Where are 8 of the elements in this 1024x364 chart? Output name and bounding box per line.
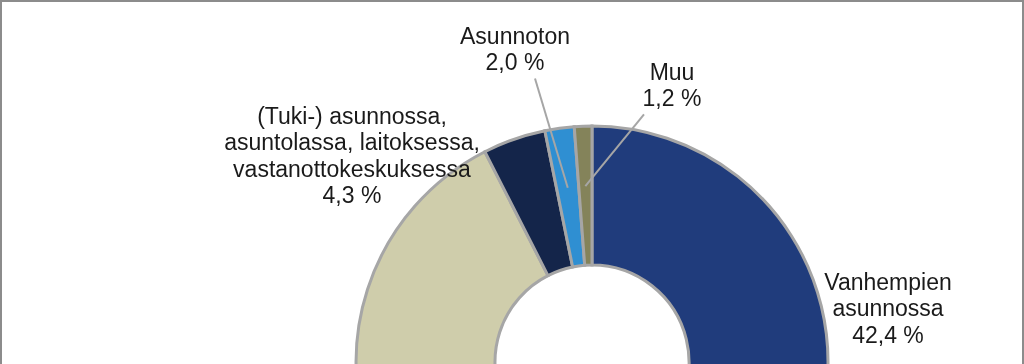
data-label: 1,2 % <box>642 85 702 112</box>
slice-label: Vanhempien asunnossa <box>824 269 952 322</box>
data-label: 4,3 % <box>322 182 382 209</box>
slice-label: Muu <box>649 59 695 85</box>
data-label: 42,4 % <box>852 321 924 348</box>
slice-label: Asunnoton <box>460 23 570 49</box>
slice-label: (Tuki-) asunnossa, asuntolassa, laitoksessa, vastanottokeskuksessa <box>224 103 480 182</box>
data-label: 2,0 % <box>485 49 545 76</box>
